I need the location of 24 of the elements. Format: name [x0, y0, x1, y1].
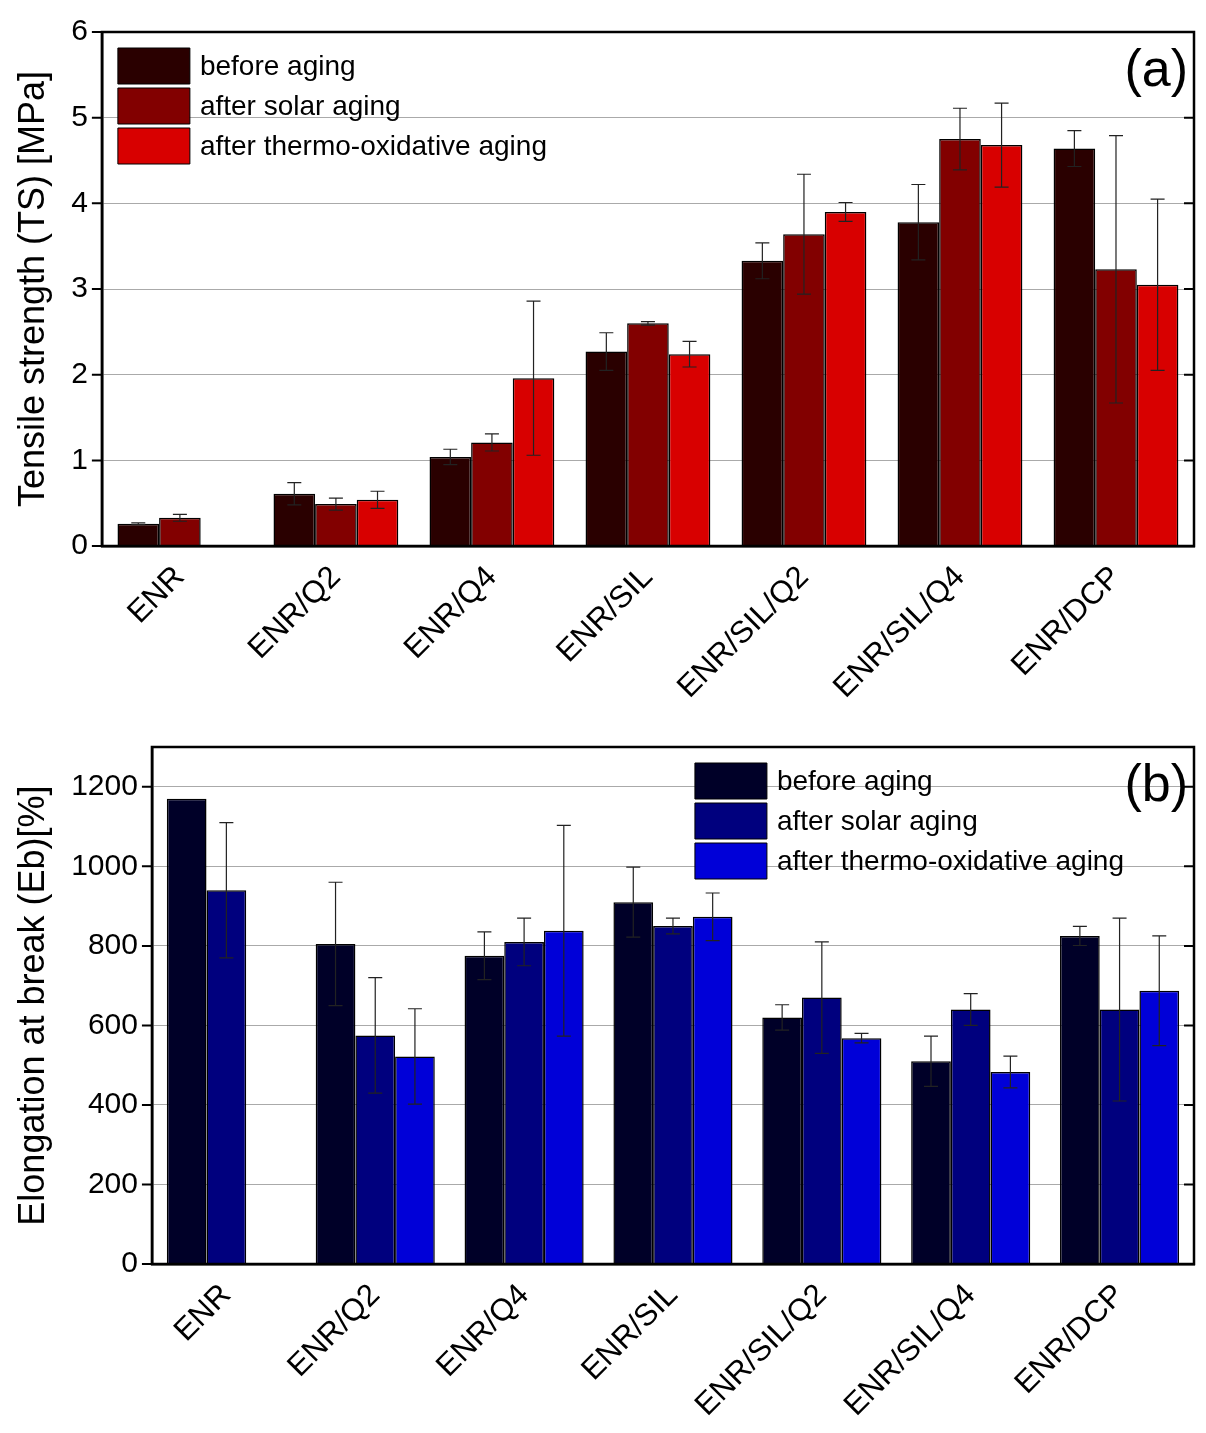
legend-label: after solar aging — [776, 804, 978, 836]
y-tick-label: 4 — [71, 184, 88, 218]
y-axis-title: Tensile strength (TS) [MPa] — [10, 70, 52, 508]
legend-label: after solar aging — [199, 89, 401, 121]
y-tick-label: 600 — [87, 1006, 138, 1040]
y-tick-label: 1 — [71, 441, 88, 475]
legend-label: before aging — [199, 49, 356, 81]
y-tick-label: 1000 — [71, 847, 138, 881]
legend-label: after thermo-oxidative aging — [776, 844, 1124, 876]
y-axis-title: Elongation at break (Eb)[%] — [10, 785, 52, 1226]
y-tick-label: 200 — [87, 1165, 138, 1199]
y-tick-label: 3 — [71, 270, 88, 304]
y-tick-label: 0 — [71, 527, 88, 561]
y-tick-label: 400 — [87, 1086, 138, 1120]
annotation: (a) — [1124, 39, 1188, 98]
annotation: (b) — [1124, 754, 1188, 813]
y-tick-label: 5 — [71, 98, 88, 132]
y-tick-label: 2 — [71, 355, 88, 389]
y-tick-label: 0 — [121, 1245, 138, 1279]
y-tick-label: 6 — [71, 13, 88, 47]
legend-label: before aging — [776, 764, 933, 796]
y-tick-label: 1200 — [71, 768, 138, 802]
y-tick-label: 800 — [87, 927, 138, 961]
legend-label: after thermo-oxidative aging — [199, 129, 547, 161]
